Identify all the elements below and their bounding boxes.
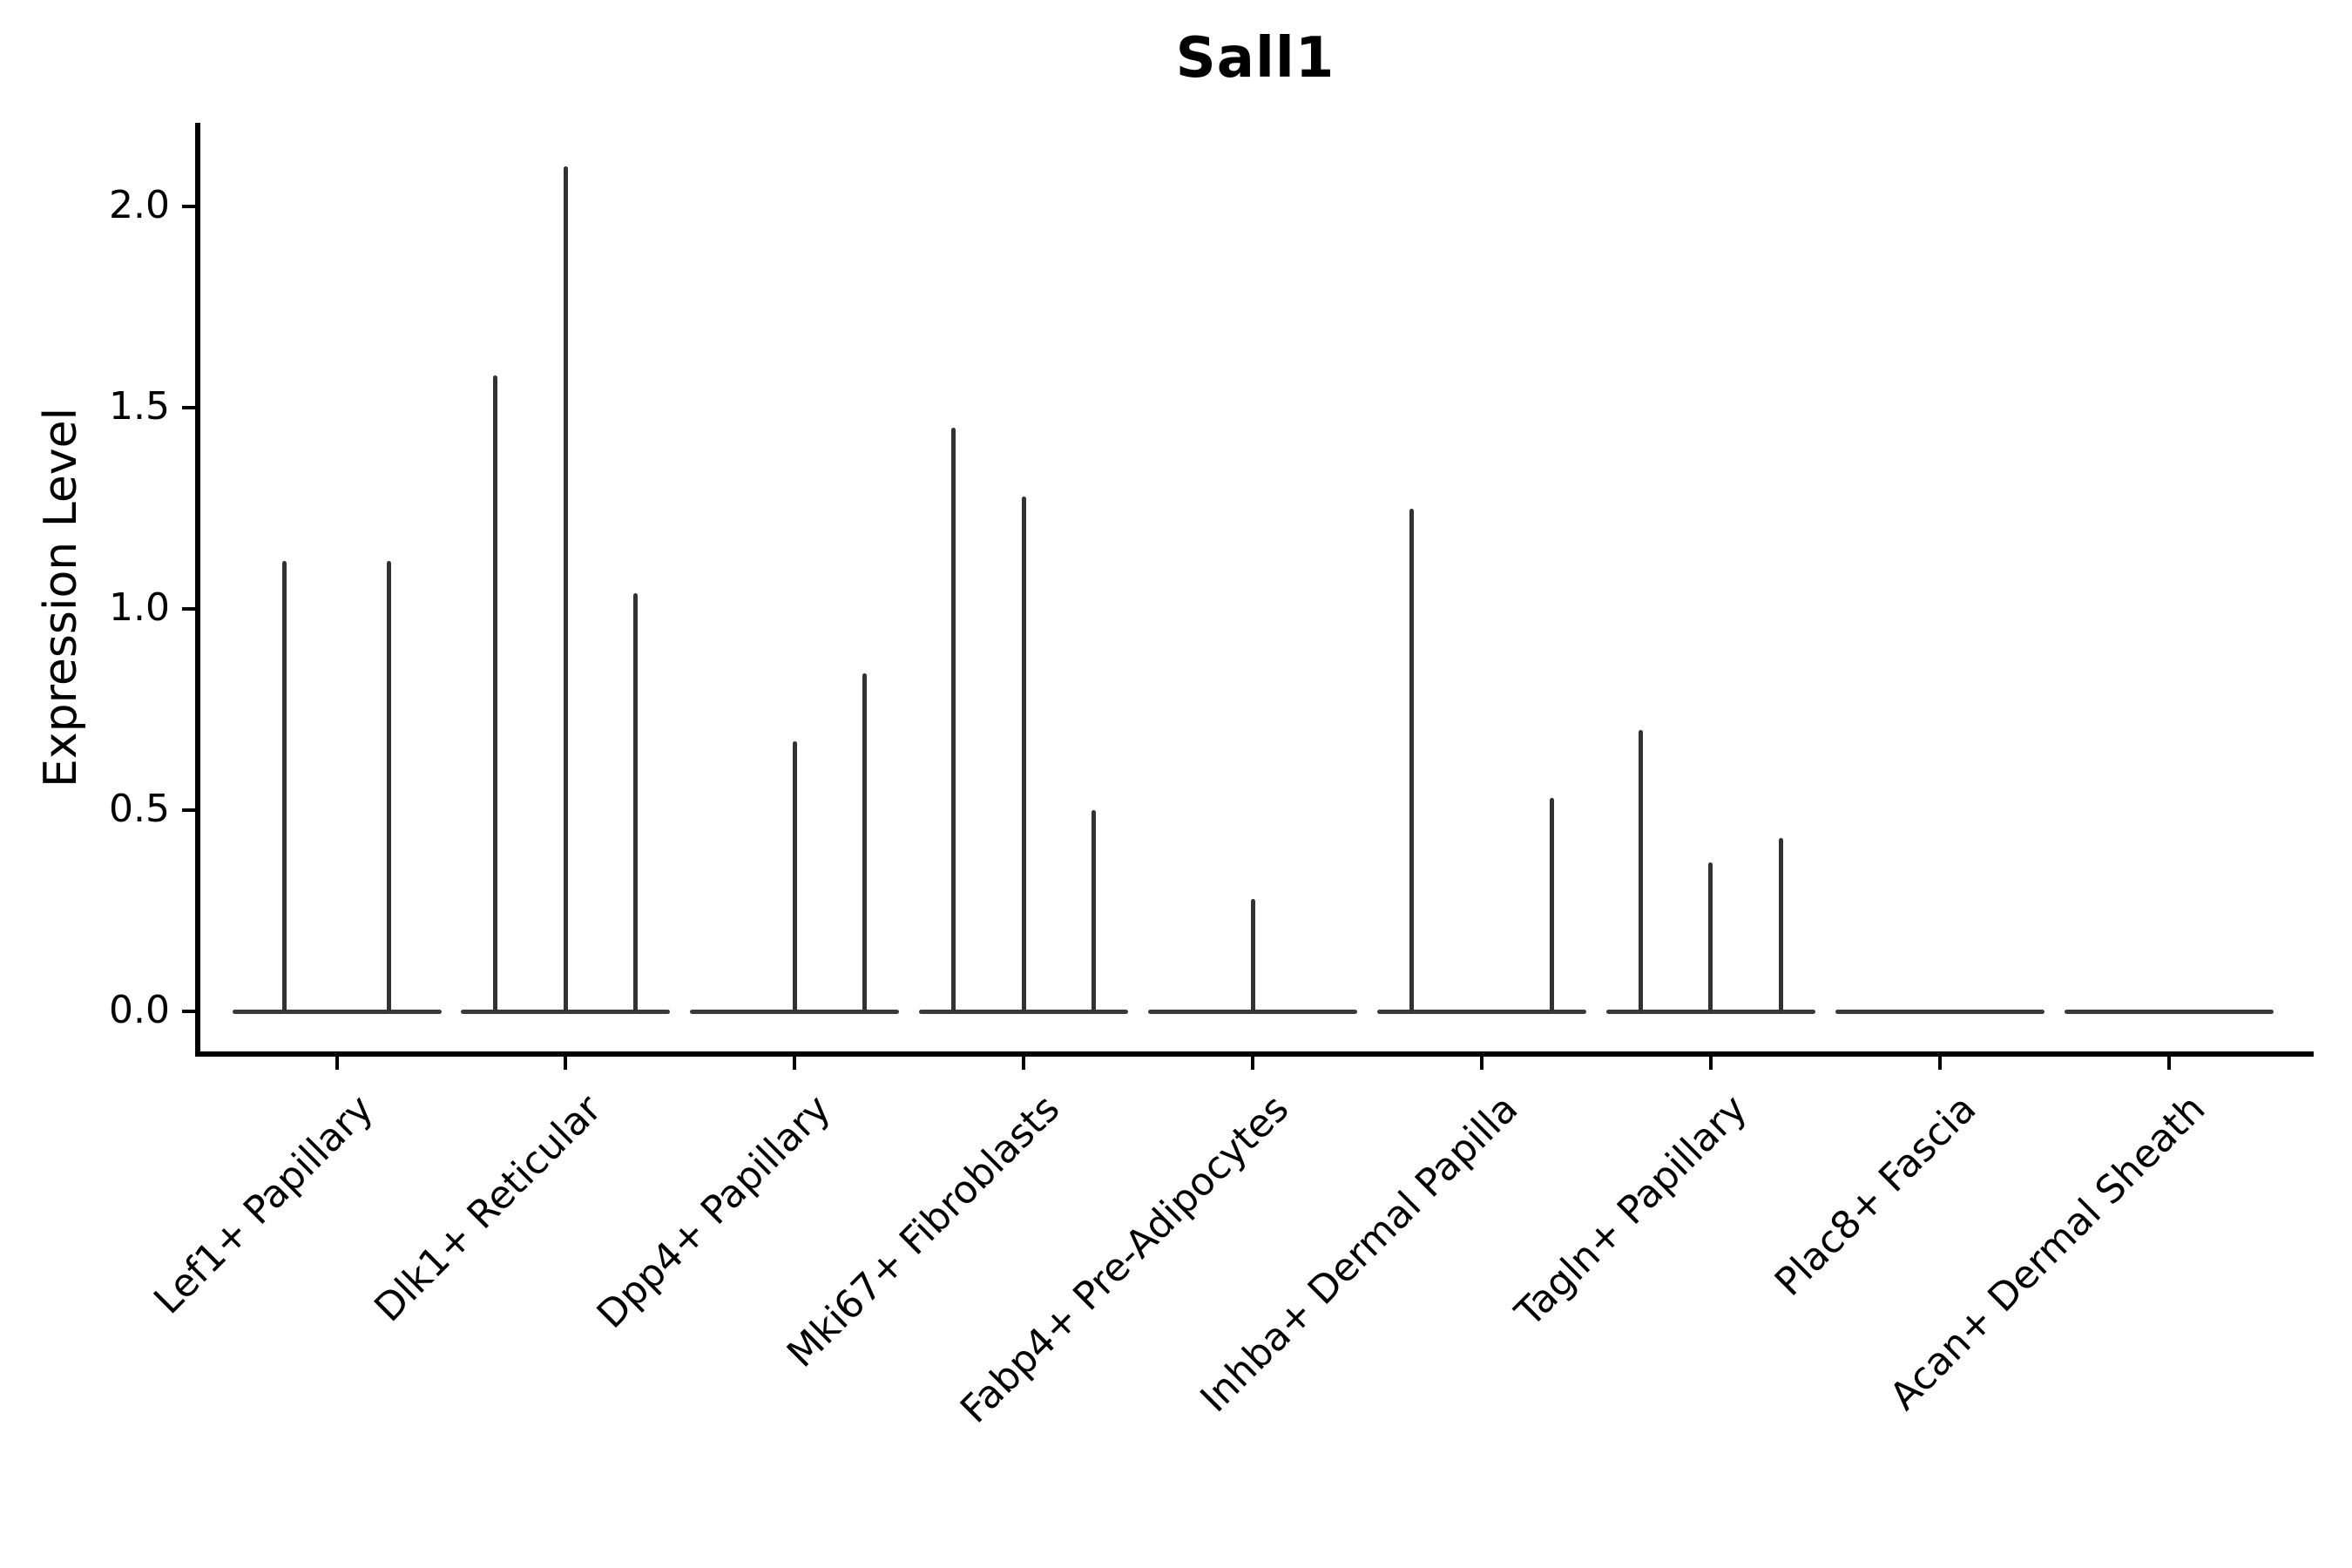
y-axis-spine <box>195 123 200 1057</box>
x-tick-label: Lef1+ Papillary <box>145 1086 382 1323</box>
x-tick-mark <box>793 1054 797 1070</box>
x-tick-mark <box>2166 1054 2171 1070</box>
violin-spike <box>862 672 868 1011</box>
y-tick-mark <box>182 1010 198 1013</box>
violin-spike <box>1021 496 1026 1011</box>
violin-spike <box>1708 862 1713 1011</box>
x-tick-label: Inhba+ Dermal Papilla <box>1192 1086 1527 1422</box>
violin-spike <box>792 741 797 1011</box>
violin-baseline <box>232 1009 442 1014</box>
violin-spike <box>493 375 498 1011</box>
y-tick-label: 0.0 <box>109 988 170 1032</box>
x-tick-mark <box>564 1054 568 1070</box>
violin-spike <box>282 560 287 1011</box>
violin-baseline <box>2064 1009 2274 1014</box>
x-tick-mark <box>1480 1054 1484 1070</box>
violin-baseline <box>461 1009 671 1014</box>
x-tick-label: Tagln+ Papillary <box>1506 1086 1756 1335</box>
violin-spike <box>1638 729 1643 1011</box>
violin-spike <box>1250 898 1255 1011</box>
violin-baseline <box>1605 1009 1815 1014</box>
y-tick-label: 1.5 <box>109 384 170 429</box>
y-tick-mark <box>182 406 198 409</box>
violin-spike <box>1778 838 1783 1011</box>
x-tick-mark <box>1251 1054 1255 1070</box>
x-tick-label: Acan+ Dermal Sheath <box>1881 1086 2214 1419</box>
y-tick-label: 0.5 <box>109 787 170 831</box>
x-tick-mark <box>1022 1054 1026 1070</box>
x-tick-mark <box>335 1054 339 1070</box>
x-tick-label: Dlk1+ Reticular <box>366 1086 611 1331</box>
y-tick-mark <box>182 205 198 208</box>
x-tick-label: Plac8+ Fascia <box>1766 1086 1985 1305</box>
chart-title: Sall1 <box>1175 26 1335 91</box>
violin-spike <box>1092 810 1097 1011</box>
violin-baseline <box>1148 1009 1358 1014</box>
violin-spike <box>1550 798 1554 1011</box>
violin-baseline <box>919 1009 1129 1014</box>
violin-baseline <box>1835 1009 2044 1014</box>
y-tick-mark <box>182 808 198 812</box>
y-tick-label: 1.0 <box>109 585 170 630</box>
violin-spike <box>951 428 956 1011</box>
violin-spike <box>633 592 639 1011</box>
x-tick-mark <box>1708 1054 1713 1070</box>
x-tick-mark <box>1937 1054 1942 1070</box>
violin-baseline <box>690 1009 900 1014</box>
y-tick-label: 2.0 <box>109 183 170 227</box>
violin-spike <box>563 166 568 1011</box>
violin-baseline <box>1377 1009 1586 1014</box>
violin-spike <box>1409 508 1414 1011</box>
violin-spike <box>387 560 391 1011</box>
x-tick-label: Fabp4+ Pre-Adipocytes <box>952 1086 1298 1432</box>
y-tick-mark <box>182 607 198 611</box>
